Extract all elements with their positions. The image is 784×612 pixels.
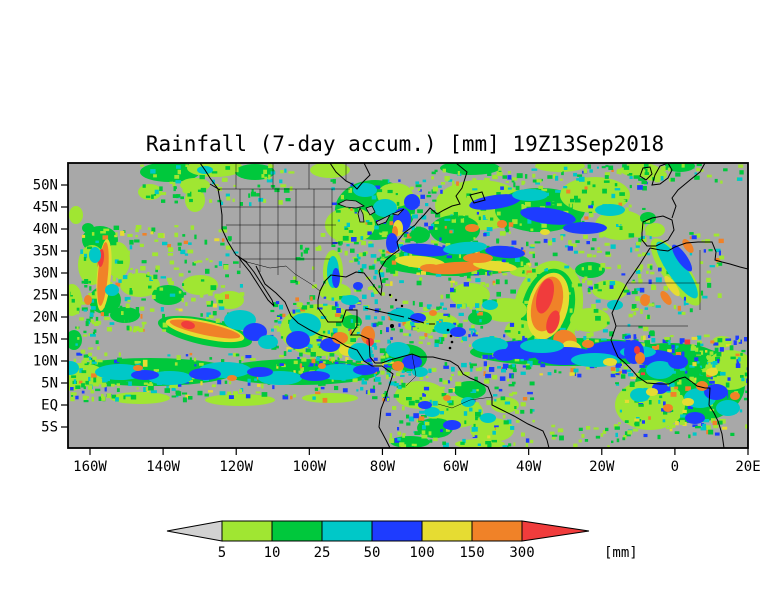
rainfall-field	[68, 163, 748, 448]
map-frame	[67, 162, 749, 449]
x-tick-label: 80W	[370, 459, 396, 475]
x-tick-label: 160W	[73, 459, 107, 475]
color-legend: 5 10 25 50 100 150 300	[166, 520, 590, 561]
y-tick-label: 50N	[33, 178, 58, 194]
legend-color-segment	[471, 520, 523, 542]
y-tick-label: 25N	[33, 288, 58, 304]
legend-color-segment	[221, 520, 273, 542]
legend-below-min-arrow	[166, 520, 223, 542]
y-tick-label: 20N	[33, 310, 58, 326]
legend-color-segment	[271, 520, 323, 542]
legend-tick-label: 150	[459, 545, 484, 561]
y-tick-label: 40N	[33, 222, 58, 238]
legend-tick-label: 50	[364, 545, 381, 561]
x-tick-label: 0	[671, 459, 679, 475]
x-tick-label: 20W	[589, 459, 615, 475]
x-tick-label: 100W	[292, 459, 326, 475]
legend-tick-label: 25	[314, 545, 331, 561]
y-tick-label: 5N	[41, 376, 58, 392]
legend-above-max-arrow	[521, 520, 590, 542]
y-tick-label: 10N	[33, 354, 58, 370]
legend-tick-label: 5	[218, 545, 226, 561]
y-tick-label: 35N	[33, 244, 58, 260]
y-axis: 50N 45N 40N 35N 30N 25N 20N 15N 10N 5N EQ 5S	[33, 178, 68, 436]
y-tick-label: EQ	[41, 398, 58, 414]
legend-tick-label: 10	[264, 545, 281, 561]
x-tick-label: 140W	[146, 459, 180, 475]
legend-tick-label: 300	[509, 545, 534, 561]
x-axis: 160W 140W 120W 100W 80W 60W 40W 20W 0 20E	[73, 448, 761, 475]
y-tick-label: 45N	[33, 200, 58, 216]
legend-unit-label: [mm]	[604, 545, 638, 561]
y-tick-label: 30N	[33, 266, 58, 282]
legend-color-segment	[321, 520, 373, 542]
plot-title: Rainfall (7-day accum.) [mm] 19Z13Sep201…	[146, 132, 664, 156]
x-tick-label: 120W	[219, 459, 253, 475]
y-tick-label: 15N	[33, 332, 58, 348]
y-tick-label: 5S	[41, 420, 58, 436]
legend-color-segment	[371, 520, 423, 542]
x-tick-label: 60W	[443, 459, 469, 475]
legend-tick-label: 100	[409, 545, 434, 561]
legend-color-segment	[421, 520, 473, 542]
x-tick-label: 20E	[735, 459, 760, 475]
x-tick-label: 40W	[516, 459, 542, 475]
coastlines-and-borders	[199, 163, 748, 448]
